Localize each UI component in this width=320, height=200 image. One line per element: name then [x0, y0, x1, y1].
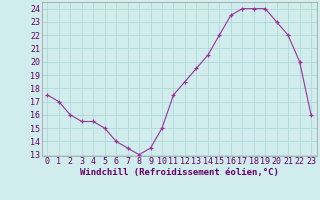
X-axis label: Windchill (Refroidissement éolien,°C): Windchill (Refroidissement éolien,°C) — [80, 168, 279, 177]
